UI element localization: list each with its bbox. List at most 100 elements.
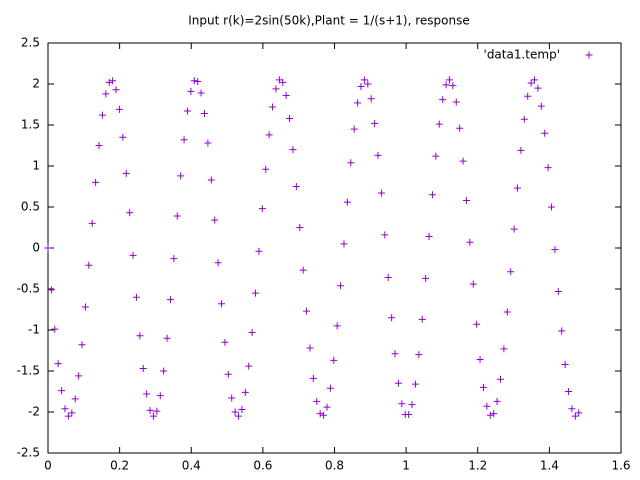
point [333, 322, 341, 330]
point [54, 360, 62, 368]
x-tick-label: 1 [402, 459, 410, 473]
point [514, 184, 522, 192]
point [47, 286, 55, 294]
point [517, 146, 525, 154]
point [371, 119, 379, 127]
point [411, 380, 419, 388]
point [418, 315, 426, 323]
point [388, 314, 396, 322]
y-tick-label: 1.5 [21, 118, 40, 132]
point [194, 78, 202, 86]
point [272, 85, 280, 93]
point [551, 246, 559, 254]
point [490, 410, 498, 418]
point [166, 296, 174, 304]
point [493, 397, 501, 405]
point [340, 240, 348, 248]
point [561, 360, 569, 368]
point [520, 115, 528, 123]
point [537, 102, 545, 110]
point [500, 345, 508, 353]
point [524, 92, 532, 100]
point [218, 300, 226, 308]
point [381, 231, 389, 239]
point [163, 334, 171, 342]
point [112, 86, 120, 94]
point [126, 209, 134, 217]
point [224, 370, 232, 378]
chart-title: Input r(k)=2sin(50k),Plant = 1/(s+1), re… [188, 14, 469, 28]
point [425, 233, 433, 241]
point [265, 131, 273, 139]
point [214, 259, 222, 267]
point [269, 103, 277, 111]
point [323, 403, 331, 411]
point [422, 274, 430, 282]
x-tick-label: 1.2 [468, 459, 487, 473]
point [119, 133, 127, 141]
point [459, 157, 467, 165]
point [129, 251, 137, 259]
point [364, 80, 372, 88]
point [391, 350, 399, 358]
point [177, 172, 185, 180]
point [61, 405, 69, 413]
point [534, 84, 542, 92]
point [153, 407, 161, 415]
point [452, 98, 460, 106]
point [313, 397, 321, 405]
y-tick-label: 2 [32, 77, 40, 91]
point [541, 129, 549, 137]
point [496, 375, 504, 383]
point [286, 114, 294, 122]
y-tick-label: -1.5 [17, 364, 40, 378]
point [190, 77, 198, 85]
point [122, 169, 130, 177]
point [299, 266, 307, 274]
point [173, 212, 181, 220]
x-tick-label: 0.4 [182, 459, 201, 473]
y-tick-label: -2 [28, 405, 40, 419]
point [245, 362, 253, 370]
point [558, 327, 566, 335]
point [221, 338, 229, 346]
y-tick-label: 1 [32, 159, 40, 173]
x-tick-label: 1.4 [540, 459, 559, 473]
point [85, 261, 93, 269]
point [479, 383, 487, 391]
point [143, 390, 151, 398]
point [51, 325, 59, 333]
point [575, 409, 583, 417]
point [347, 159, 355, 167]
point [149, 412, 157, 420]
x-tick-label: 0 [44, 459, 52, 473]
x-tick-label: 0.2 [110, 459, 129, 473]
point [330, 356, 338, 364]
plot-border [47, 42, 622, 454]
point [469, 280, 477, 288]
point [503, 308, 511, 316]
point [456, 124, 464, 132]
point [439, 96, 447, 104]
point [415, 351, 423, 359]
point [105, 78, 113, 86]
point [568, 405, 576, 413]
point [408, 401, 416, 409]
point [235, 412, 243, 420]
point [544, 164, 552, 172]
y-tick-label: 0.5 [21, 200, 40, 214]
legend-label: 'data1.temp' [484, 48, 560, 62]
point [252, 289, 260, 297]
point [320, 411, 328, 419]
point [476, 356, 484, 364]
point [473, 320, 481, 328]
point [289, 146, 297, 154]
point [132, 293, 140, 301]
point [102, 90, 110, 98]
point [374, 151, 382, 159]
point [68, 409, 76, 417]
point [527, 79, 535, 87]
point [309, 374, 317, 382]
point [139, 365, 147, 373]
point [204, 139, 212, 147]
